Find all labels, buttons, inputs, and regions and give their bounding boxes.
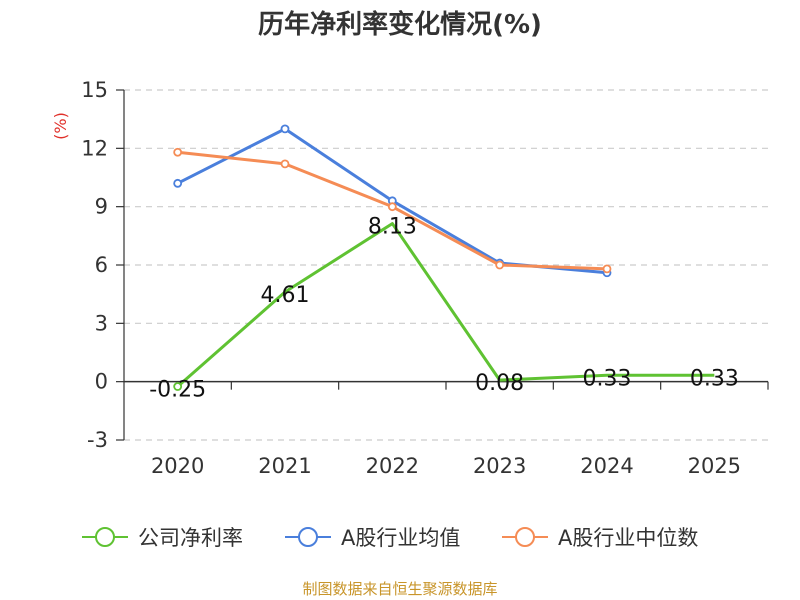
data-source-note: 制图数据来自恒生聚源数据库 [302, 580, 498, 598]
x-tick-label: 2023 [473, 454, 526, 478]
x-tick-label: 2025 [688, 454, 741, 478]
data-label: -0.25 [149, 378, 206, 403]
legend-line-marker-icon [285, 527, 331, 547]
legend: 公司净利率 A股行业均值 A股行业中位数 [0, 521, 800, 553]
legend-label: A股行业均值 [341, 526, 461, 550]
legend-line-marker-icon [82, 527, 128, 547]
data-label: 0.08 [475, 371, 524, 396]
data-label: 4.61 [261, 283, 310, 308]
data-point[interactable] [173, 147, 183, 157]
data-label: 0.33 [583, 366, 632, 391]
grid-lines [124, 89, 768, 441]
data-point[interactable] [280, 124, 290, 134]
x-tick-label: 2024 [580, 454, 633, 478]
data-label: 0.33 [690, 366, 739, 391]
legend-item-company[interactable]: 公司净利率 [80, 521, 243, 553]
data-label: 8.13 [368, 215, 417, 240]
data-point[interactable] [173, 178, 183, 188]
data-point[interactable] [602, 264, 612, 274]
y-tick-label: 3 [95, 311, 108, 335]
y-tick-label: 9 [95, 195, 108, 219]
data-labels: -0.25 4.61 8.13 0.08 0.33 0.33 [149, 215, 739, 403]
y-tick-label: 12 [81, 136, 108, 160]
legend-item-industry-mean[interactable]: A股行业均值 [283, 521, 460, 553]
y-tick-label: 6 [95, 253, 108, 277]
series-line [176, 222, 715, 388]
y-tick-label: 0 [95, 370, 108, 394]
axes: 15 12 9 6 3 0 -3 2020 2021 2022 2023 2024 2025 [81, 78, 769, 478]
x-tick-label: 2021 [258, 454, 311, 478]
legend-label: A股行业中位数 [558, 526, 699, 550]
x-tick-label: 2022 [366, 454, 419, 478]
series-lines [173, 124, 715, 391]
legend-label: 公司净利率 [138, 526, 243, 550]
data-point[interactable] [387, 202, 397, 212]
data-point[interactable] [495, 260, 505, 270]
data-point[interactable] [173, 382, 183, 391]
y-axis-label: (%) [51, 112, 70, 140]
legend-line-marker-icon [502, 527, 548, 547]
data-point[interactable] [280, 159, 290, 169]
legend-item-industry-median[interactable]: A股行业中位数 [500, 521, 698, 553]
y-tick-label: -3 [87, 428, 108, 452]
x-tick-label: 2020 [151, 454, 204, 478]
y-tick-label: 15 [81, 78, 108, 102]
chart-title: 历年净利率变化情况(%) [258, 10, 542, 40]
